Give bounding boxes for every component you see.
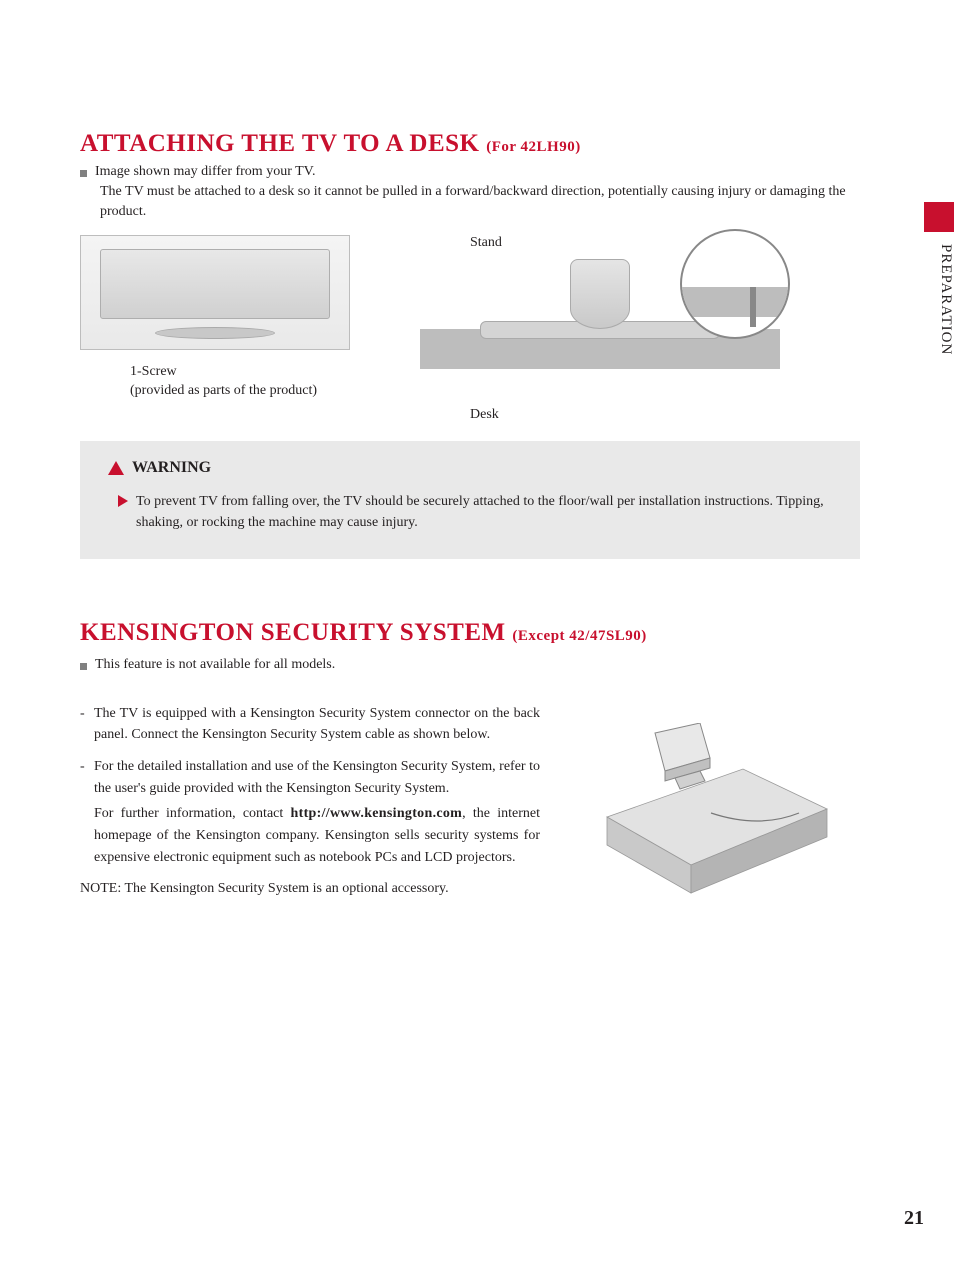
warning-heading-row: WARNING <box>108 459 832 477</box>
figure-left-caption: 1-Screw (provided as parts of the produc… <box>130 362 380 401</box>
square-bullet-icon <box>80 663 87 670</box>
kens-para2a: For the detailed installation and use of… <box>94 756 540 799</box>
kens-para2b-pre: For further information, contact <box>94 806 291 821</box>
kens-note: NOTE: The Kensington Security System is … <box>80 878 540 900</box>
warning-box: WARNING To prevent TV from falling over,… <box>80 441 860 559</box>
caption-line1: 1-Screw <box>130 362 380 382</box>
warning-item: To prevent TV from falling over, the TV … <box>118 491 832 533</box>
zoom-screw-icon <box>750 287 756 327</box>
kens-para1-text: The TV is equipped with a Kensington Sec… <box>94 703 540 746</box>
section-attaching: ATTACHING THE TV TO A DESK (For 42LH90) … <box>80 130 860 559</box>
section2-heading: KENSINGTON SECURITY SYSTEM (Except 42/47… <box>80 619 860 647</box>
figure-tv-front-box <box>80 235 350 350</box>
kensington-url: http://www.kensington.com <box>291 806 463 821</box>
arrow-right-icon <box>118 495 128 507</box>
section1-intro: The TV must be attached to a desk so it … <box>100 182 860 223</box>
figure-stand-desk-box <box>420 239 780 399</box>
figure-stand-desk: Stand Desk <box>420 235 780 423</box>
section2-note-row: This feature is not available for all mo… <box>80 657 860 673</box>
tv-stand-illustration <box>155 327 275 339</box>
section1-heading: ATTACHING THE TV TO A DESK (For 42LH90) <box>80 130 860 158</box>
zoom-desk <box>682 287 790 317</box>
section2-note: This feature is not available for all mo… <box>95 657 335 673</box>
side-tab-label: PREPARATION <box>924 244 954 355</box>
section2-subtitle: (Except 42/47SL90) <box>512 628 646 644</box>
section1-figures: 1-Screw (provided as parts of the produc… <box>80 235 860 423</box>
side-tab-accent <box>924 202 954 232</box>
kens-para2-body: For the detailed installation and use of… <box>94 756 540 868</box>
stand-neck-illustration <box>570 259 630 329</box>
kens-para1: - The TV is equipped with a Kensington S… <box>80 703 540 746</box>
page-content: ATTACHING THE TV TO A DESK (For 42LH90) … <box>80 130 860 933</box>
section2-title: KENSINGTON SECURITY SYSTEM <box>80 619 506 646</box>
iso-tv-illustration <box>650 723 720 793</box>
section1-title: ATTACHING THE TV TO A DESK <box>80 130 480 157</box>
kens-para2: - For the detailed installation and use … <box>80 756 540 868</box>
dash-bullet: - <box>80 756 94 868</box>
zoom-detail-circle <box>680 229 790 339</box>
tv-body-illustration <box>100 249 330 319</box>
warning-triangle-icon <box>108 461 124 475</box>
section1-note: Image shown may differ from your TV. <box>95 164 315 180</box>
page-number: 21 <box>904 1207 924 1230</box>
warning-heading: WARNING <box>132 459 211 477</box>
section1-note-row: Image shown may differ from your TV. <box>80 164 860 180</box>
kensington-figure-column <box>570 703 860 933</box>
kensington-columns: - The TV is equipped with a Kensington S… <box>80 703 860 933</box>
figure-tv-front: 1-Screw (provided as parts of the produc… <box>80 235 380 423</box>
section1-subtitle: (For 42LH90) <box>486 139 580 155</box>
kensington-figure <box>570 703 860 933</box>
section-kensington: KENSINGTON SECURITY SYSTEM (Except 42/47… <box>80 619 860 933</box>
side-tab: PREPARATION <box>924 202 954 382</box>
warning-text: To prevent TV from falling over, the TV … <box>136 491 832 533</box>
dash-bullet: - <box>80 703 94 746</box>
kensington-text-column: - The TV is equipped with a Kensington S… <box>80 703 540 933</box>
square-bullet-icon <box>80 170 87 177</box>
kens-para2b: For further information, contact http://… <box>94 803 540 868</box>
caption-line2: (provided as parts of the product) <box>130 381 380 401</box>
desk-label: Desk <box>470 407 780 423</box>
